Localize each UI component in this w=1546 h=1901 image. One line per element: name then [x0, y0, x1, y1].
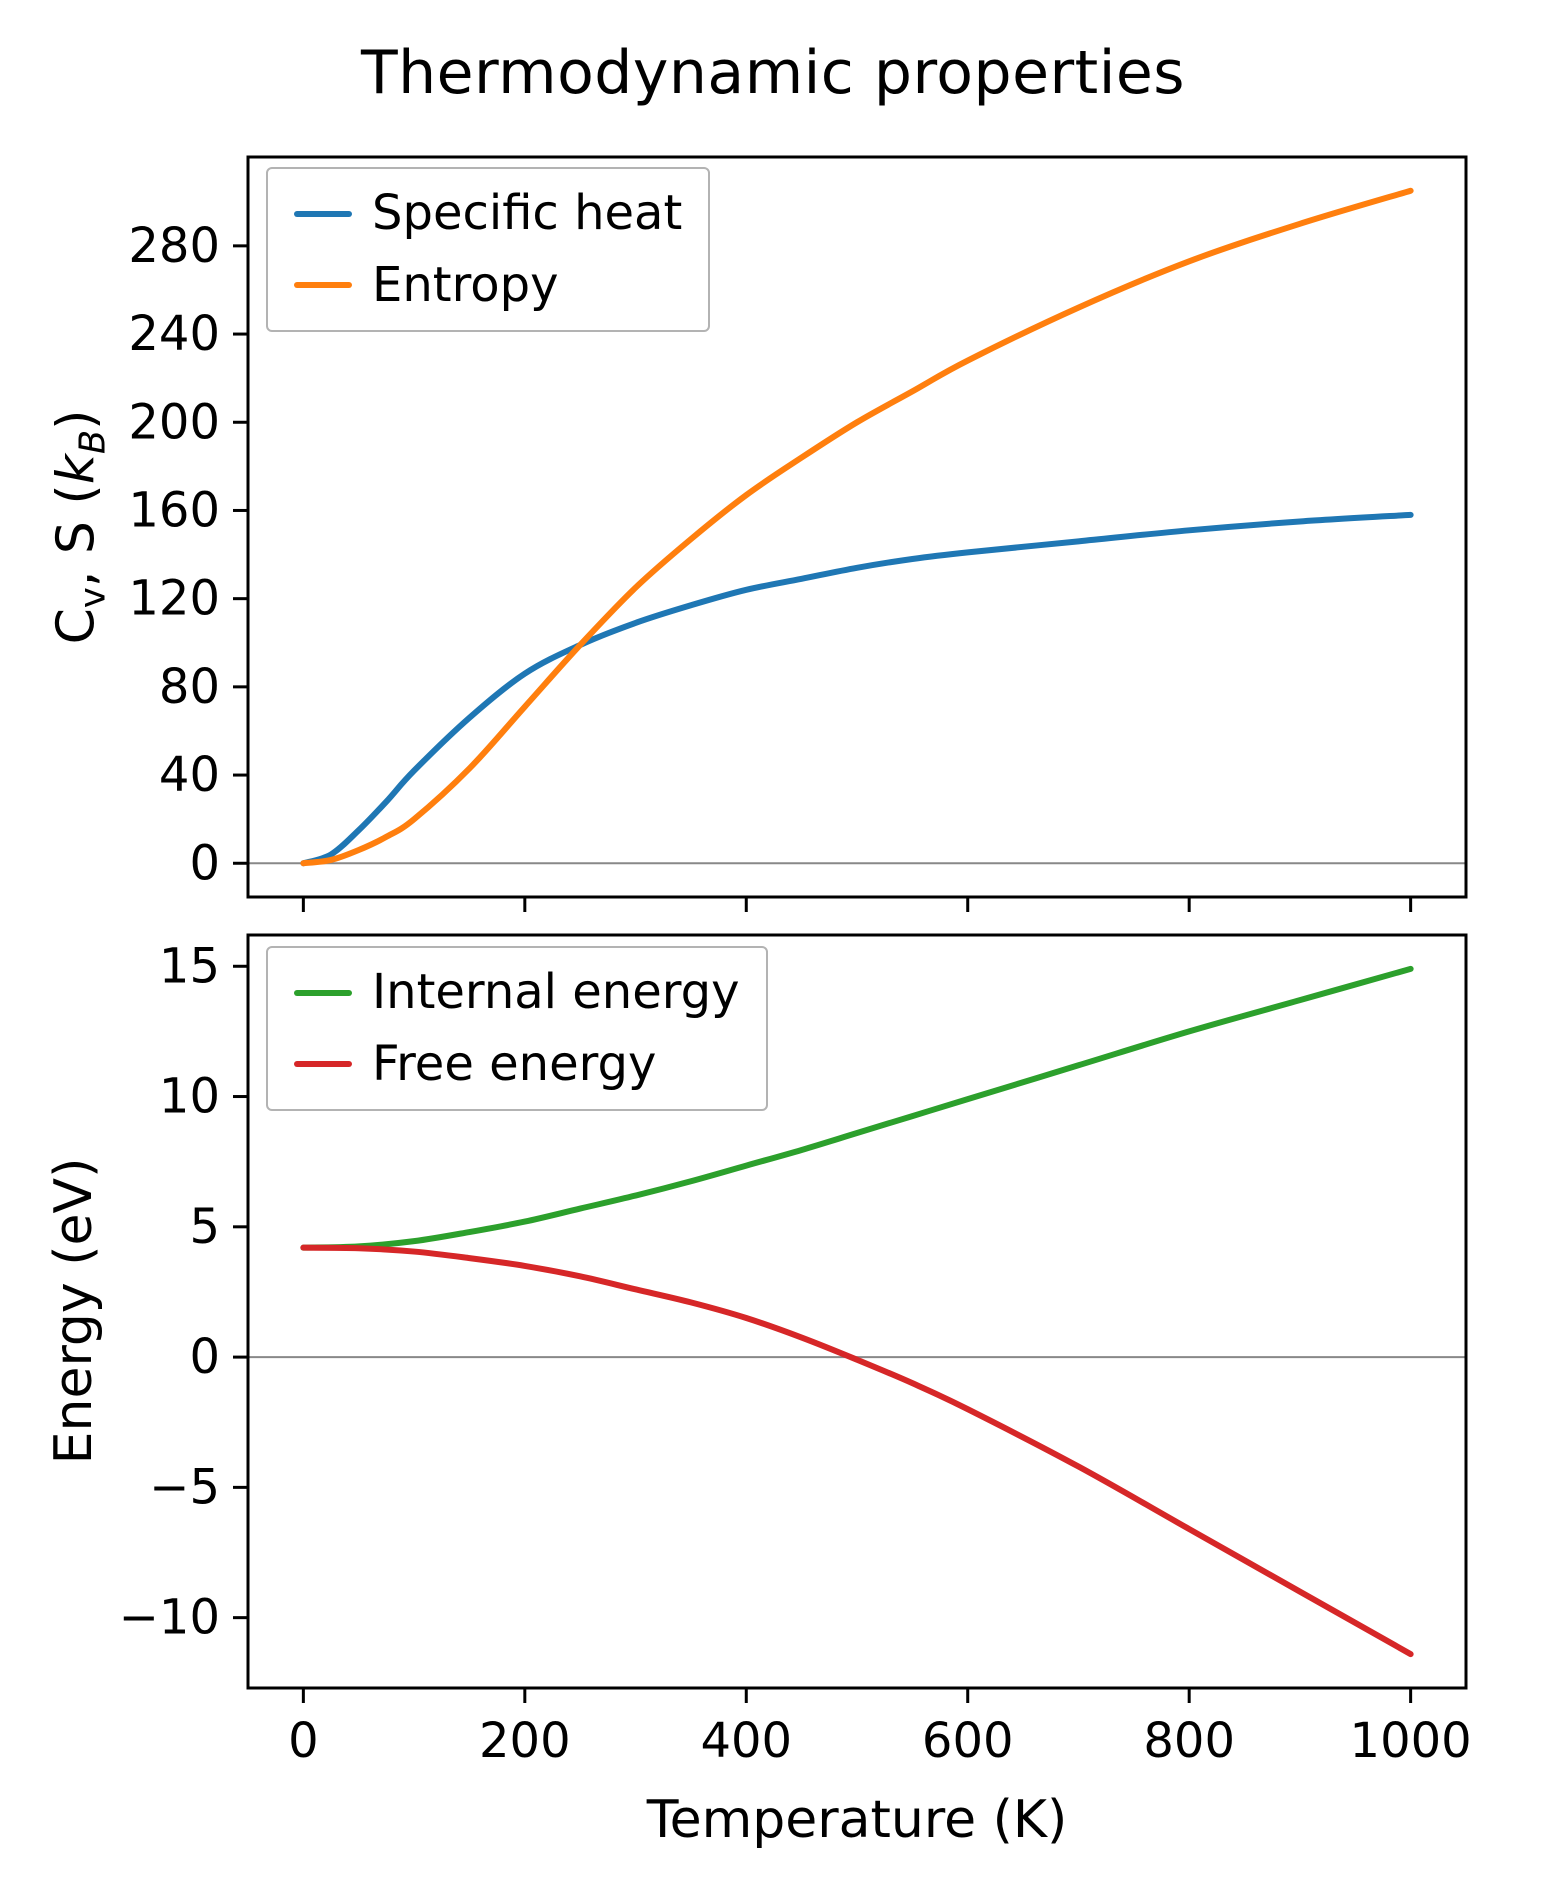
specific-heat-curve: [300, 511, 1414, 867]
y-tick-label: 5: [189, 1199, 220, 1255]
internal-energy-legend-label: Internal energy: [372, 964, 740, 1020]
y-tick-label: −10: [119, 1590, 220, 1646]
axes-spines: [246, 155, 1468, 899]
y-tick-label: 160: [128, 482, 220, 538]
specific-heat-legend-label: Specific heat: [372, 185, 683, 241]
y-axis-label-bottom: Energy (eV): [44, 1157, 104, 1465]
y-tick-label: 120: [128, 571, 220, 627]
subplot-0: 0 40 80 120 160 200 240 280: [128, 155, 1468, 912]
axes-spines: [246, 933, 1468, 1690]
x-tick-label: 600: [922, 1713, 1014, 1769]
x-tick-label: 200: [479, 1713, 571, 1769]
free-energy-line-sample: [294, 1061, 352, 1068]
free-energy-curve: [300, 1244, 1414, 1658]
x-axis-label: Temperature (K): [646, 1790, 1068, 1850]
y-axis-label-top-text: Cv, S (kB): [46, 409, 114, 645]
internal-energy-line-sample: [294, 989, 352, 996]
subplot-1: 0 200 400 600 800 1000 −10 −5 0 5 10 15: [119, 933, 1472, 1769]
x-tick-label: 800: [1143, 1713, 1235, 1769]
legend-entry-specific-heat: Specific heat: [294, 185, 682, 243]
legend-entry-internal-energy: Internal energy: [294, 964, 740, 1022]
legend-entry-free-energy: Free energy: [294, 1036, 740, 1094]
internal-energy-curve: [300, 965, 1414, 1251]
y-tick-label: 240: [128, 306, 220, 362]
legend-entry-entropy: Entropy: [294, 257, 682, 315]
y-tick-label: 15: [159, 938, 220, 994]
x-tick-label: 1000: [1350, 1713, 1472, 1769]
x-tick-label: 0: [288, 1713, 319, 1769]
figure-title: Thermodynamic properties: [360, 38, 1186, 108]
legend-top: Specific heat Entropy: [266, 167, 711, 333]
free-energy-legend-label: Free energy: [372, 1035, 657, 1092]
y-tick-label: 40: [159, 747, 220, 803]
specific-heat-line-sample: [294, 210, 352, 217]
y-tick-label: 10: [159, 1069, 220, 1125]
y-tick-label: −5: [149, 1459, 220, 1515]
y-tick-label: 280: [128, 218, 220, 274]
y-tick-label: 0: [189, 1329, 220, 1385]
entropy-line-sample: [294, 282, 352, 289]
x-tick-label: 400: [700, 1713, 792, 1769]
entropy-curve: [300, 187, 1414, 867]
legend-bottom: Internal energy Free energy: [266, 946, 768, 1112]
y-axis-label-top: Cv, S (kB): [46, 410, 113, 645]
y-tick-label: 80: [159, 659, 220, 715]
entropy-legend-label: Entropy: [372, 256, 559, 313]
y-tick-label: 0: [189, 835, 220, 891]
y-tick-label: 200: [128, 394, 220, 450]
